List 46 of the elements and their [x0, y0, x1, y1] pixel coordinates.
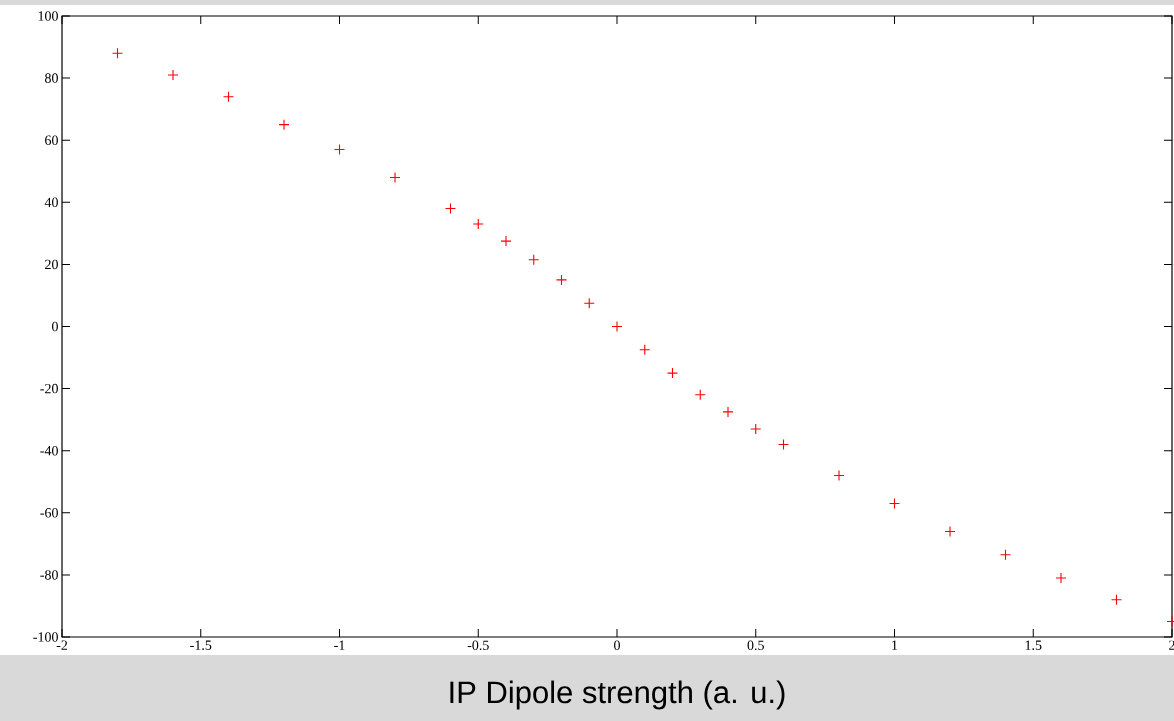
point	[1055, 572, 1067, 584]
y-tick-label: -40	[40, 445, 58, 456]
y-tick-label: 60	[45, 135, 58, 145]
point	[500, 235, 512, 247]
point	[278, 119, 290, 131]
y-tick-label: 20	[45, 259, 58, 270]
point	[888, 497, 901, 510]
x-tick-label: 1.5	[1025, 640, 1042, 650]
point	[1110, 594, 1123, 606]
point	[389, 171, 401, 184]
point	[111, 47, 124, 59]
point	[333, 143, 346, 156]
x-tick-label: 2	[1169, 640, 1174, 650]
x-tick-label: -2	[56, 640, 68, 650]
point	[167, 69, 179, 81]
y-tick-label: -80	[40, 570, 58, 580]
point	[750, 423, 762, 435]
point	[472, 218, 484, 230]
x-tick-label: -1	[334, 640, 345, 650]
y-tick-label: -20	[40, 383, 58, 394]
point	[555, 274, 568, 286]
y-tick-label: -60	[40, 508, 58, 518]
x-tick-label: 1	[892, 640, 898, 650]
point	[694, 389, 706, 401]
point	[583, 297, 595, 309]
point	[999, 549, 1012, 561]
point	[833, 469, 845, 482]
point	[639, 344, 651, 356]
y-tick-label: 40	[44, 197, 58, 208]
point	[944, 525, 956, 537]
y-tick-label: 100	[38, 11, 58, 21]
point	[611, 320, 623, 333]
x-tick-label: -1.5	[190, 640, 212, 650]
point	[528, 254, 540, 266]
x-tick-label: 0	[614, 640, 620, 650]
point	[222, 91, 235, 103]
y-tick-label: 0	[52, 321, 58, 332]
x-tick-label: -0.5	[467, 640, 489, 651]
point	[444, 202, 457, 215]
point	[777, 438, 790, 451]
x-tick-label: 0.5	[747, 640, 764, 651]
y-tick-label: -100	[33, 632, 58, 642]
x-axis-title: IP Dipole strength (a. u.)	[450, 680, 785, 710]
point	[666, 367, 679, 379]
point	[722, 406, 734, 418]
y-tick-label: 80	[45, 73, 58, 83]
